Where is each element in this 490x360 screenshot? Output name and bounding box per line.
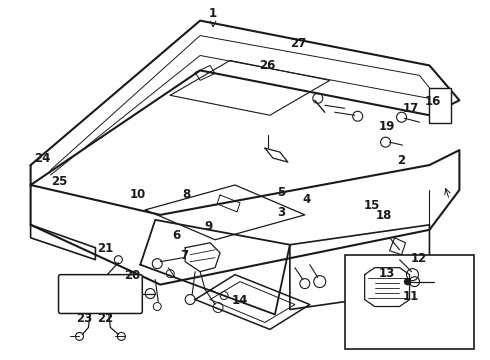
- Text: 12: 12: [410, 252, 427, 265]
- Text: 25: 25: [51, 175, 68, 188]
- Bar: [345, 255, 474, 349]
- Text: 10: 10: [129, 188, 146, 201]
- Text: 16: 16: [425, 95, 441, 108]
- Text: 6: 6: [172, 229, 181, 242]
- Text: 21: 21: [98, 242, 114, 255]
- Circle shape: [405, 279, 411, 285]
- Bar: [429, 88, 451, 123]
- Text: 22: 22: [98, 311, 114, 325]
- Text: 3: 3: [277, 206, 286, 219]
- Text: 5: 5: [277, 186, 286, 199]
- Text: 15: 15: [364, 199, 380, 212]
- Text: 20: 20: [124, 269, 141, 282]
- Text: 26: 26: [259, 59, 275, 72]
- Text: 23: 23: [75, 311, 92, 325]
- Text: 27: 27: [291, 37, 307, 50]
- Text: 19: 19: [378, 120, 395, 133]
- Text: 11: 11: [403, 290, 419, 303]
- FancyBboxPatch shape: [58, 275, 142, 314]
- Text: 17: 17: [403, 102, 419, 115]
- Text: 1: 1: [209, 7, 217, 20]
- Text: 18: 18: [376, 210, 392, 222]
- Text: 7: 7: [180, 249, 188, 262]
- Text: 24: 24: [34, 152, 50, 165]
- Text: 9: 9: [204, 220, 213, 233]
- Text: 2: 2: [397, 154, 405, 167]
- Text: 4: 4: [302, 193, 310, 206]
- Text: 8: 8: [182, 188, 191, 201]
- Text: 13: 13: [379, 267, 395, 280]
- Text: 14: 14: [232, 294, 248, 307]
